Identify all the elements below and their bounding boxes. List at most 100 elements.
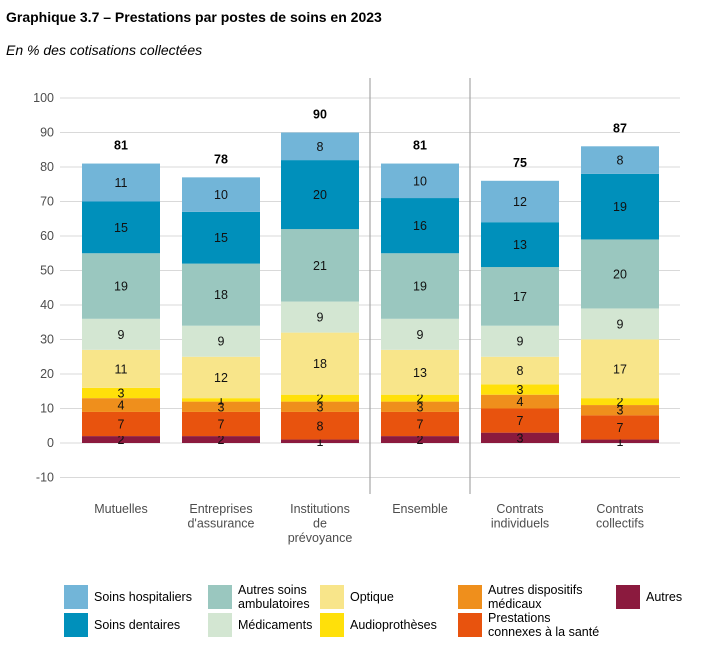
total-label: 75 xyxy=(513,156,527,170)
bar-segment xyxy=(281,160,359,230)
segment-label: 1 xyxy=(617,435,624,449)
bar-segment xyxy=(182,411,260,437)
bar-segment xyxy=(581,398,659,406)
y-tick-label: 100 xyxy=(33,91,54,105)
bar-segment xyxy=(381,394,459,402)
y-tick-label: 80 xyxy=(40,160,54,174)
y-tick-label: -10 xyxy=(36,471,54,485)
x-category-label: Institutions de prévoyance xyxy=(288,502,353,545)
y-tick-label: 50 xyxy=(40,264,54,278)
segment-label: 8 xyxy=(317,140,324,154)
bar-segment xyxy=(381,411,459,437)
segment-label: 18 xyxy=(214,288,228,302)
segment-label: 8 xyxy=(517,364,524,378)
bar-segment xyxy=(381,253,459,319)
y-tick-label: 10 xyxy=(40,402,54,416)
bar-segment xyxy=(82,349,160,388)
segment-label: 2 xyxy=(617,395,624,409)
segment-label: 17 xyxy=(513,290,527,304)
segment-label: 10 xyxy=(413,174,427,188)
bar-segment xyxy=(281,229,359,302)
segment-label: 3 xyxy=(417,400,424,414)
bar-segment xyxy=(481,356,559,385)
x-category-label: Contrats individuels xyxy=(491,502,549,531)
bar-segment xyxy=(381,349,459,395)
bar-segment xyxy=(481,222,559,268)
segment-label: 8 xyxy=(317,419,324,433)
segment-label: 9 xyxy=(617,317,624,331)
bar-segment xyxy=(281,401,359,412)
segment-label: 7 xyxy=(617,421,624,435)
total-label: 78 xyxy=(214,152,228,166)
segment-label: 13 xyxy=(413,366,427,380)
segment-label: 9 xyxy=(218,335,225,349)
segment-label: 3 xyxy=(617,404,624,418)
total-label: 81 xyxy=(114,139,128,153)
segment-label: 9 xyxy=(118,328,125,342)
bar-segment xyxy=(182,325,260,357)
segment-label: 8 xyxy=(617,154,624,168)
bar-segment xyxy=(481,180,559,223)
segment-label: 2 xyxy=(118,433,125,447)
segment-label: 7 xyxy=(118,418,125,432)
segment-label: 11 xyxy=(115,176,128,190)
y-tick-label: 90 xyxy=(40,126,54,140)
x-category-label: Entreprises d'assurance xyxy=(187,502,254,531)
segment-label: 3 xyxy=(517,431,524,445)
segment-label: 3 xyxy=(317,400,324,414)
y-tick-label: 30 xyxy=(40,333,54,347)
x-category-label: Contrats collectifs xyxy=(596,502,644,531)
bar-segment xyxy=(281,394,359,402)
segment-label: 20 xyxy=(613,267,627,281)
segment-label: 1 xyxy=(218,393,225,407)
segment-label: 1 xyxy=(317,435,324,449)
segment-label: 13 xyxy=(513,238,527,252)
segment-label: 9 xyxy=(517,335,524,349)
bar-segment xyxy=(82,163,160,202)
bar-segment xyxy=(182,356,260,399)
bar-segment xyxy=(82,201,160,254)
total-label: 81 xyxy=(413,139,427,153)
y-tick-label: 20 xyxy=(40,367,54,381)
x-category-label: Mutuelles xyxy=(94,502,148,516)
segment-label: 11 xyxy=(115,362,128,376)
bar-segment xyxy=(182,211,260,264)
segment-label: 9 xyxy=(417,328,424,342)
segment-label: 4 xyxy=(118,399,125,413)
bar-segment xyxy=(581,415,659,440)
bar-segment xyxy=(581,405,659,416)
segment-label: 18 xyxy=(313,357,327,371)
bar-segment xyxy=(481,384,559,395)
segment-label: 17 xyxy=(613,362,627,376)
bar-segment xyxy=(281,332,359,395)
bar-segment xyxy=(481,432,559,443)
bar-segment xyxy=(82,436,160,443)
segment-label: 12 xyxy=(513,195,527,209)
bar-segment xyxy=(581,339,659,399)
bar-segment xyxy=(381,163,459,199)
bar-segment xyxy=(381,436,459,443)
bar-segment xyxy=(581,146,659,174)
segment-label: 12 xyxy=(214,371,228,385)
bar-segment xyxy=(82,253,160,319)
x-category-label: Ensemble xyxy=(392,502,448,516)
chart-subtitle: En % des cotisations collectées xyxy=(6,42,203,58)
chart-title: Graphique 3.7 – Prestations par postes d… xyxy=(6,9,382,25)
bar-segment xyxy=(82,411,160,437)
bar-segment xyxy=(481,267,559,326)
segment-label: 3 xyxy=(517,383,524,397)
bar-segment xyxy=(481,325,559,357)
bar-segment xyxy=(182,398,260,402)
segment-label: 20 xyxy=(313,188,327,202)
bar-segment xyxy=(82,398,160,412)
bar-segment xyxy=(182,436,260,443)
bar-segment xyxy=(381,198,459,254)
segment-label: 19 xyxy=(114,280,128,294)
bar-segment xyxy=(381,318,459,350)
bar-segment xyxy=(82,387,160,399)
bar-segment xyxy=(182,177,260,212)
bar-segment xyxy=(281,439,359,443)
bar-segment xyxy=(182,401,260,412)
segment-label: 3 xyxy=(118,386,125,400)
